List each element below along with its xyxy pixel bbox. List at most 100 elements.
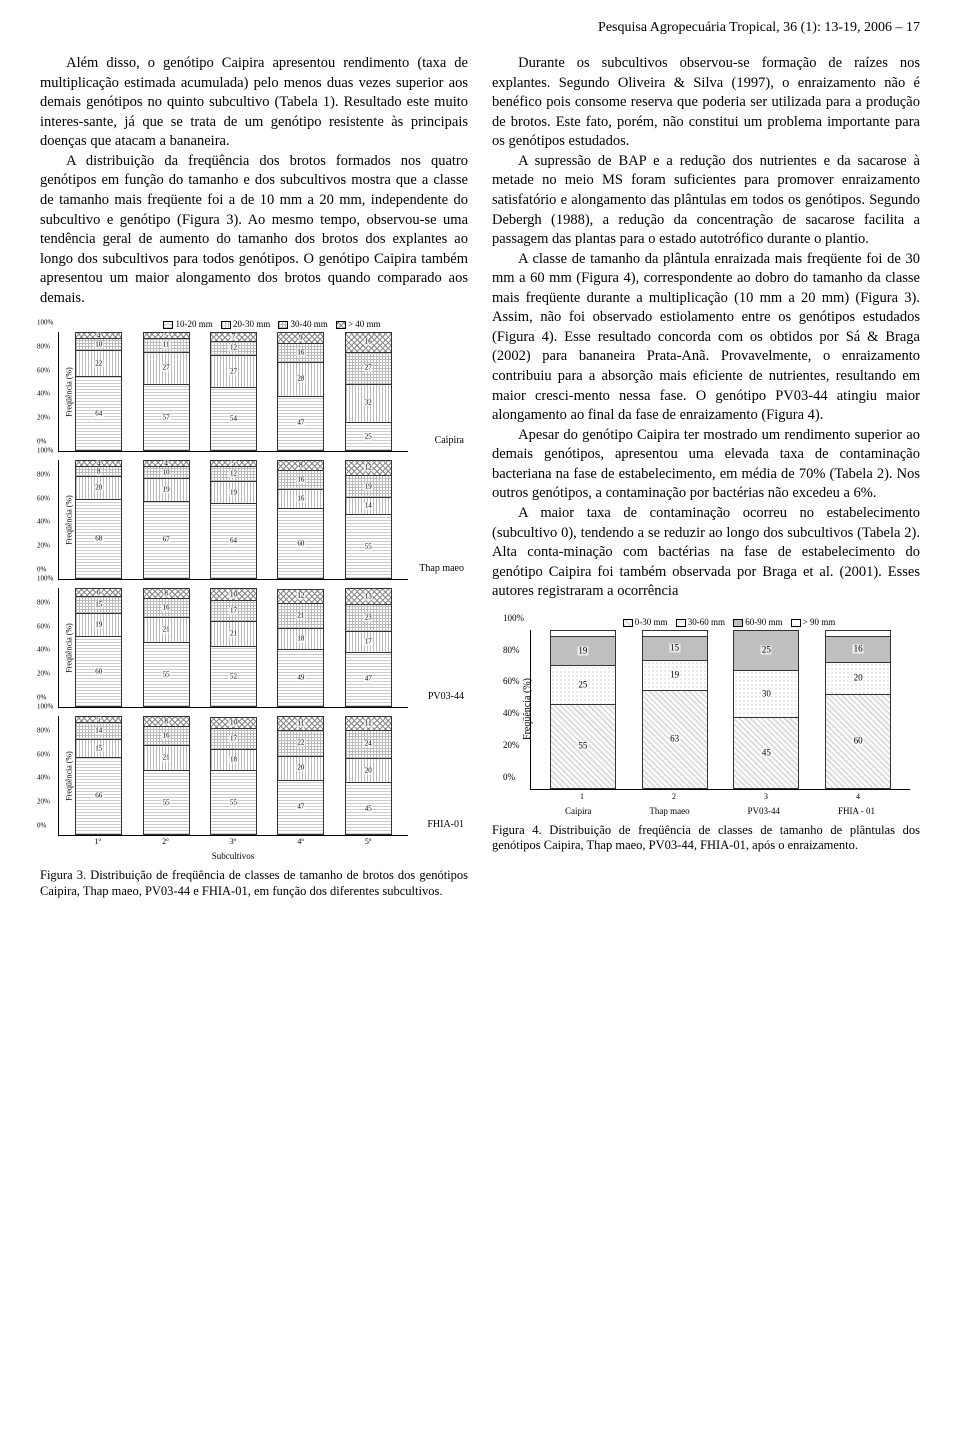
bar-segment: 17: [345, 631, 392, 651]
ytick: 60%: [37, 494, 50, 503]
legend-label: > 40 mm: [348, 319, 381, 329]
segment-value: 25: [577, 681, 588, 690]
bar-segment: 16: [277, 343, 324, 362]
fig3-panel-caipira: Freqüência (%)0%20%40%60%80%100%41022645…: [58, 332, 408, 452]
bar: 8162155: [143, 716, 190, 835]
fig4-caption: Figura 4. Distribuição de freqüência de …: [492, 823, 920, 854]
bar-segment: 16: [345, 332, 392, 351]
segment-value: 32: [364, 400, 373, 407]
bar-segment: 25: [550, 665, 616, 704]
bar: 5141566: [75, 716, 122, 835]
bar-segment: 12: [210, 466, 257, 480]
segment-value: 27: [364, 365, 373, 372]
paragraph: A classe de tamanho da plântula enraizad…: [492, 250, 920, 426]
bar: 13231747: [345, 588, 392, 707]
bar-segment: 60: [277, 508, 324, 579]
paragraph: Durante os subcultivos observou-se forma…: [492, 54, 920, 152]
segment-value: 68: [94, 536, 103, 543]
segment-value: 16: [296, 496, 305, 503]
bar-segment: 27: [210, 355, 257, 387]
segment-value: 57: [162, 414, 171, 421]
ytick: 40%: [37, 390, 50, 399]
bar: 11222047: [277, 716, 324, 835]
ytick: 20%: [37, 798, 50, 807]
segment-value: 21: [162, 627, 171, 634]
segment-value: 60: [853, 737, 864, 746]
bar-segment: 19: [642, 660, 708, 690]
bar-segment: 45: [733, 717, 799, 789]
fig4-xnums: 1234: [530, 790, 910, 803]
ytick: 80%: [503, 643, 520, 655]
xtick-index: 4: [856, 792, 860, 803]
bar: 9162847: [277, 332, 324, 451]
segment-value: 66: [94, 793, 103, 800]
bars-area: 410226451127577122754916284716273225: [59, 332, 408, 451]
segment-value: 8: [163, 590, 169, 597]
segment-value: 10: [94, 341, 103, 348]
bar-segment: 68: [75, 499, 122, 579]
bar-segment: 16: [143, 726, 190, 745]
ytick: 40%: [37, 774, 50, 783]
bars-area: 51415668162155101718551122204711242045: [59, 716, 408, 835]
ytick: 80%: [37, 598, 50, 607]
ytick: 0%: [503, 771, 515, 783]
bar-segment: 8: [75, 466, 122, 475]
xtick: 4º: [297, 837, 303, 848]
segment-value: 22: [296, 740, 305, 747]
fig4-bars: 192555151963253045162060: [531, 630, 910, 789]
legend-swatch-icon: [733, 619, 743, 627]
xtick: 3º: [230, 837, 236, 848]
bar-segment: 47: [277, 780, 324, 836]
genotype-label: Caipira: [435, 434, 464, 448]
bar-segment: 47: [345, 652, 392, 708]
bar-segment: 7: [210, 332, 257, 340]
bar-segment: 20: [825, 662, 891, 694]
bar-segment: 52: [210, 646, 257, 708]
segment-value: 19: [94, 622, 103, 629]
legend-swatch-icon: [163, 321, 173, 329]
segment-value: 17: [229, 736, 238, 743]
xtick: PV03-44: [748, 805, 781, 817]
xtick-index: 2: [672, 792, 676, 803]
bar-segment: 19: [75, 613, 122, 636]
bar: 162060: [825, 630, 891, 789]
segment-value: 10: [229, 591, 238, 598]
segment-value: 21: [229, 630, 238, 637]
bar: 10172152: [210, 588, 257, 707]
bar-segment: 54: [210, 387, 257, 451]
fig3-xlabel: Subcultivos: [58, 850, 408, 862]
bar-segment: 64: [75, 376, 122, 451]
bars-area: 61519608162155101721521221184913231747: [59, 588, 408, 707]
ytick: 20%: [37, 414, 50, 423]
bar-segment: 21: [210, 621, 257, 646]
bar-segment: 55: [210, 770, 257, 835]
segment-value: 20: [853, 674, 864, 683]
legend-label: 60-90 mm: [745, 617, 782, 627]
segment-value: 23: [364, 615, 373, 622]
bars-area: 48206841019675121964816166012191455: [59, 460, 408, 579]
bar-segment: 11: [277, 716, 324, 729]
bar: 10171855: [210, 716, 257, 835]
segment-value: 60: [94, 668, 103, 675]
legend-swatch-icon: [676, 619, 686, 627]
bar-segment: 15: [75, 596, 122, 614]
bar: 615 19 60: [75, 588, 122, 707]
bar-segment: 12: [345, 460, 392, 474]
genotype-label: FHIA-01: [427, 818, 464, 832]
page-header: Pesquisa Agropecuária Tropical, 36 (1): …: [40, 20, 920, 36]
legend-label: 0-30 mm: [635, 617, 668, 627]
legend-label: 10-20 mm: [175, 319, 212, 329]
ytick: 80%: [37, 342, 50, 351]
bar-segment: 6: [75, 588, 122, 595]
segment-value: 55: [364, 543, 373, 550]
segment-value: 14: [94, 728, 103, 735]
bar-segment: 18: [210, 749, 257, 770]
segment-value: 45: [761, 749, 772, 758]
bar-segment: 24: [345, 730, 392, 759]
segment-value: 54: [229, 416, 238, 423]
bar-segment: 23: [345, 604, 392, 631]
bar-segment: 49: [277, 649, 324, 707]
segment-value: 16: [162, 733, 171, 740]
bar-segment: 8: [143, 588, 190, 598]
segment-value: 21: [296, 612, 305, 619]
